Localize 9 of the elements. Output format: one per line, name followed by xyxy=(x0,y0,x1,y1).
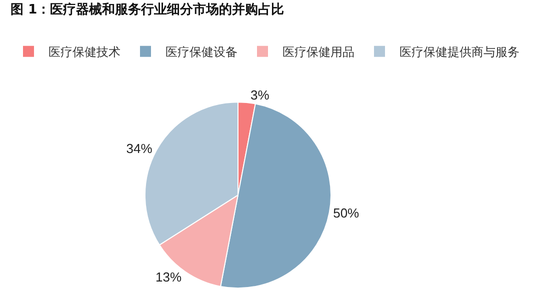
legend-label: 医疗保健技术 xyxy=(48,45,120,60)
data-label: 34% xyxy=(126,141,153,156)
data-label: 13% xyxy=(155,270,182,285)
legend-label: 医疗保健提供商与服务 xyxy=(400,45,520,60)
legend-label: 医疗保健用品 xyxy=(282,45,354,60)
data-label: 50% xyxy=(333,205,360,220)
chart-title: 图 1：医疗器械和服务行业细分市场的并购占比 xyxy=(10,2,284,18)
legend-label: 医疗保健设备 xyxy=(166,45,238,60)
data-label: 3% xyxy=(250,88,270,103)
